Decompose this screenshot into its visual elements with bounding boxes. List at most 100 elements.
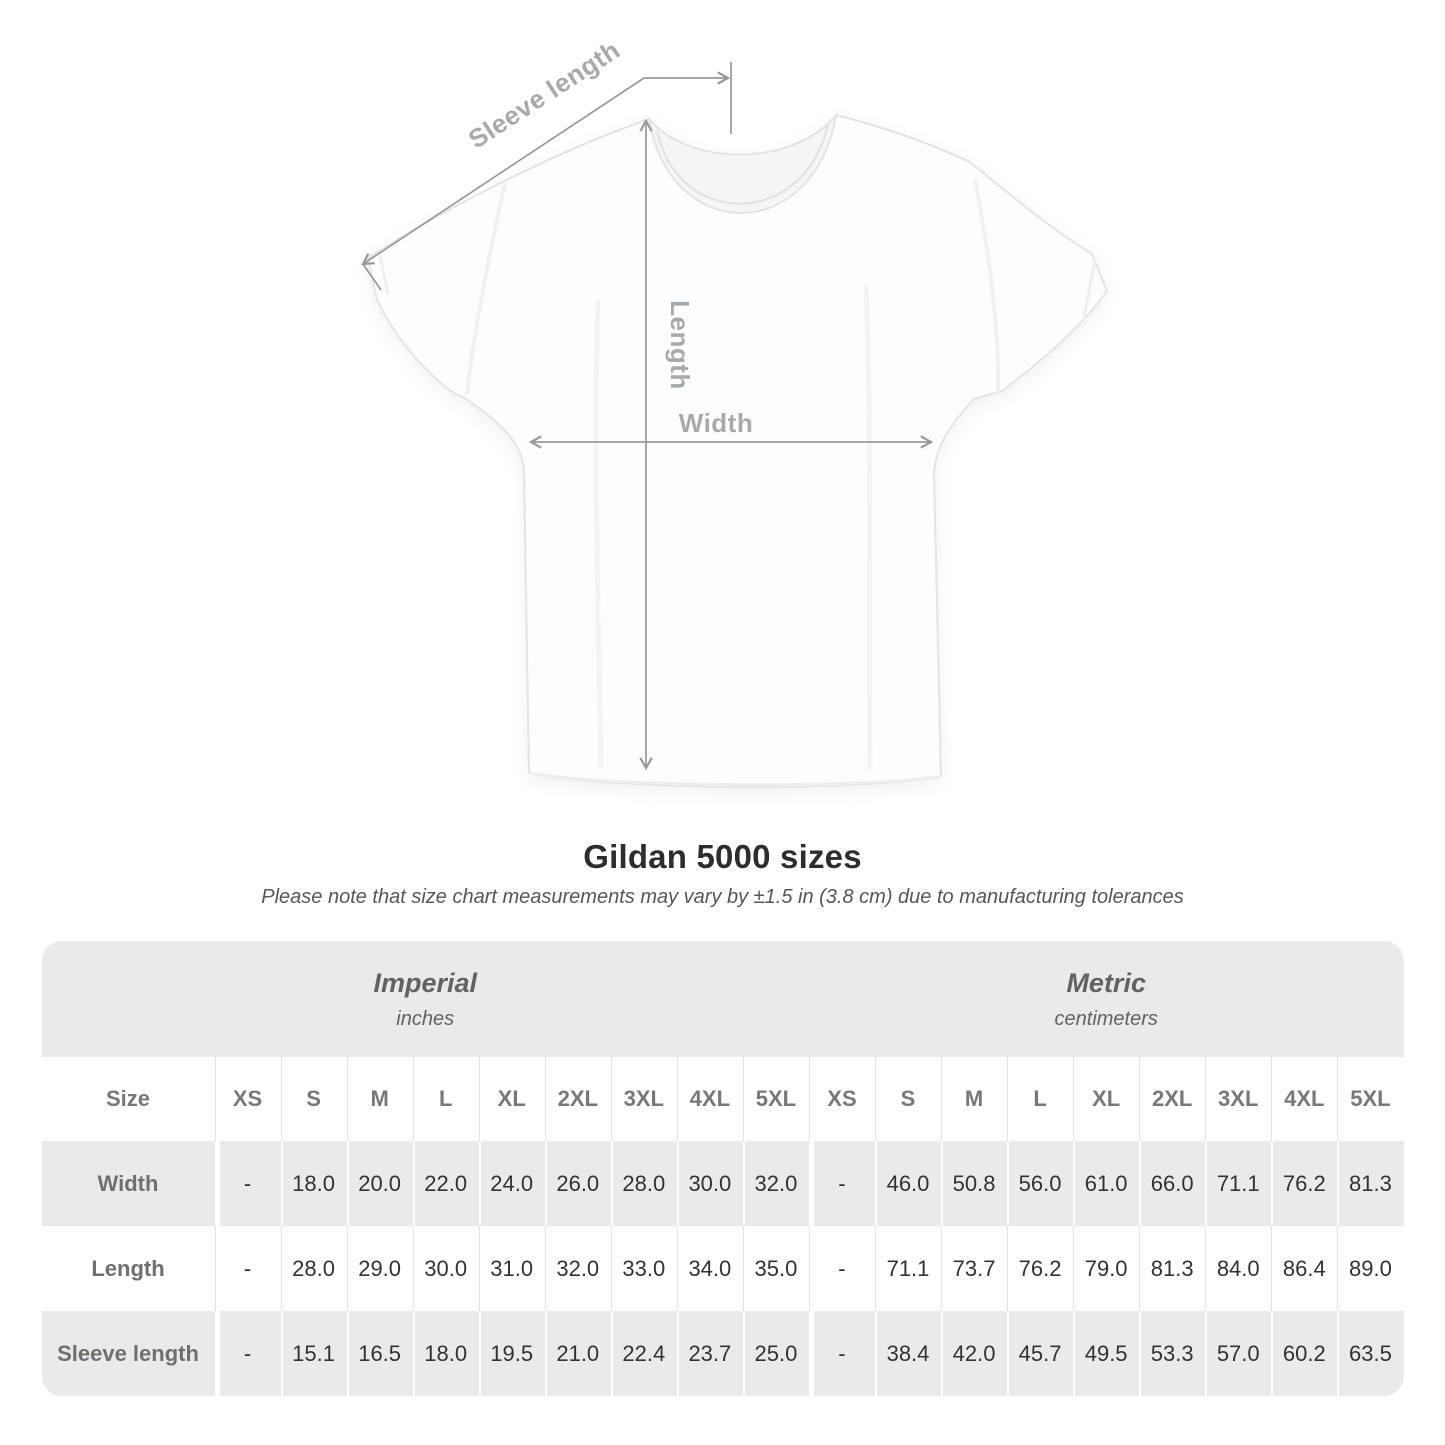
size-col-header: 2XL	[544, 1057, 611, 1141]
imperial-value: 32.0	[544, 1226, 611, 1311]
imperial-value: 28.0	[610, 1141, 677, 1226]
page-title: Gildan 5000 sizes	[583, 838, 862, 875]
size-col-header: 2XL	[1139, 1057, 1206, 1141]
measurement-row-label: Width	[41, 1141, 215, 1226]
metric-value: 53.3	[1139, 1311, 1206, 1396]
size-col-header: XL	[478, 1057, 545, 1141]
imperial-value: 31.0	[478, 1226, 545, 1311]
imperial-value: 16.5	[346, 1311, 413, 1396]
metric-value: 86.4	[1271, 1226, 1338, 1311]
tshirt-diagram-svg: Sleeve length Length Width	[361, 34, 1108, 788]
metric-section-header: Metric centimeters	[808, 941, 1404, 1057]
imperial-value: 30.0	[412, 1226, 479, 1311]
size-col-header: S	[874, 1057, 942, 1141]
metric-value: 57.0	[1205, 1311, 1272, 1396]
unit-header-row: Imperial inches Metric centimeters	[41, 941, 1404, 1057]
tshirt-body	[367, 114, 1108, 788]
size-col-header: XS	[214, 1057, 281, 1141]
imperial-value: -	[214, 1226, 281, 1311]
metric-value: 50.8	[941, 1141, 1008, 1226]
right-armscye-seam	[973, 179, 1001, 393]
imperial-value: -	[214, 1141, 281, 1226]
imperial-value: 28.0	[280, 1226, 347, 1311]
metric-value: 38.4	[874, 1311, 942, 1396]
imperial-value: 34.0	[676, 1226, 743, 1311]
size-col-header: M	[941, 1057, 1008, 1141]
imperial-value: 23.7	[676, 1311, 743, 1396]
size-col-header: XS	[808, 1057, 875, 1141]
metric-value: -	[808, 1226, 875, 1311]
metric-value: -	[808, 1141, 875, 1226]
fold-line	[863, 284, 873, 771]
imperial-value: 25.0	[742, 1311, 809, 1396]
size-column-header: Size	[41, 1057, 215, 1141]
size-col-header: XL	[1073, 1057, 1140, 1141]
size-col-header: 4XL	[676, 1057, 743, 1141]
measurement-row-label: Sleeve length	[41, 1311, 215, 1396]
metric-unit: centimeters	[1054, 1007, 1158, 1030]
width-label: Width	[679, 408, 753, 438]
metric-value: -	[808, 1311, 875, 1396]
size-col-header: 3XL	[610, 1057, 677, 1141]
imperial-value: 19.5	[478, 1311, 545, 1396]
size-col-header: L	[412, 1057, 479, 1141]
imperial-value: 24.0	[478, 1141, 545, 1226]
size-col-header: 4XL	[1271, 1057, 1338, 1141]
metric-value: 76.2	[1271, 1141, 1338, 1226]
table-row: Width -18.0 20.0 22.0 24.0 26.0 28.0 30.0 32.0-4…	[41, 1141, 1404, 1226]
imperial-value: 22.0	[412, 1141, 479, 1226]
imperial-value: 18.0	[280, 1141, 347, 1226]
imperial-value: 20.0	[346, 1141, 413, 1226]
metric-value: 45.7	[1007, 1311, 1074, 1396]
imperial-value: 32.0	[742, 1141, 809, 1226]
size-header-row: Size XS S M L XL 2XL 3XL 4XL 5XL XS S M L XL 2XL 3XL 4XL…	[41, 1057, 1404, 1141]
imperial-value: 18.0	[412, 1311, 479, 1396]
imperial-section-header: Imperial inches	[41, 941, 809, 1057]
imperial-value: 35.0	[742, 1226, 809, 1311]
right-cuff-seam	[1081, 259, 1097, 323]
size-col-header: M	[346, 1057, 413, 1141]
metric-value: 81.3	[1139, 1226, 1206, 1311]
size-table: Imperial inches Metric centimeters Size …	[41, 941, 1404, 1396]
metric-value: 71.1	[874, 1226, 942, 1311]
metric-value: 49.5	[1073, 1311, 1140, 1396]
metric-value: 73.7	[941, 1226, 1008, 1311]
metric-value: 76.2	[1007, 1226, 1074, 1311]
imperial-value: 26.0	[544, 1141, 611, 1226]
metric-value: 56.0	[1007, 1141, 1074, 1226]
length-label: Length	[665, 300, 695, 390]
metric-value: 66.0	[1139, 1141, 1206, 1226]
imperial-value: 21.0	[544, 1311, 611, 1396]
metric-value: 84.0	[1205, 1226, 1272, 1311]
metric-value: 79.0	[1073, 1226, 1140, 1311]
imperial-value: 29.0	[346, 1226, 413, 1311]
measurement-row-label: Length	[41, 1226, 215, 1311]
size-col-header: S	[280, 1057, 347, 1141]
tshirt-measurement-diagram: Sleeve length Length Width	[361, 34, 1108, 788]
imperial-value: 22.4	[610, 1311, 677, 1396]
table-row: Length -28.0 29.0 30.0 31.0 32.0 33.0 34.0 35.0-…	[41, 1226, 1404, 1311]
table-row: Sleeve length -15.1 16.5 18.0 19.5 21.0 22.4 23…	[41, 1311, 1404, 1396]
tshirt-illustration	[367, 111, 1108, 788]
metric-value: 61.0	[1073, 1141, 1140, 1226]
hem-seam	[528, 771, 942, 787]
sleeve-length-overshoot	[362, 263, 382, 291]
metric-value: 89.0	[1337, 1226, 1404, 1311]
size-col-header: L	[1007, 1057, 1074, 1141]
imperial-title: Imperial	[373, 967, 477, 998]
fold-line	[593, 299, 604, 769]
sleeve-length-dimension-line	[361, 71, 731, 266]
imperial-value: 33.0	[610, 1226, 677, 1311]
metric-value: 46.0	[874, 1141, 942, 1226]
metric-title: Metric	[1066, 967, 1146, 998]
metric-value: 60.2	[1271, 1311, 1338, 1396]
size-col-header: 5XL	[742, 1057, 809, 1141]
metric-value: 42.0	[941, 1311, 1008, 1396]
metric-value: 71.1	[1205, 1141, 1272, 1226]
imperial-value: 30.0	[676, 1141, 743, 1226]
metric-value: 63.5	[1337, 1311, 1404, 1396]
imperial-unit: inches	[396, 1007, 455, 1030]
imperial-value: -	[214, 1311, 281, 1396]
metric-value: 81.3	[1337, 1141, 1404, 1226]
